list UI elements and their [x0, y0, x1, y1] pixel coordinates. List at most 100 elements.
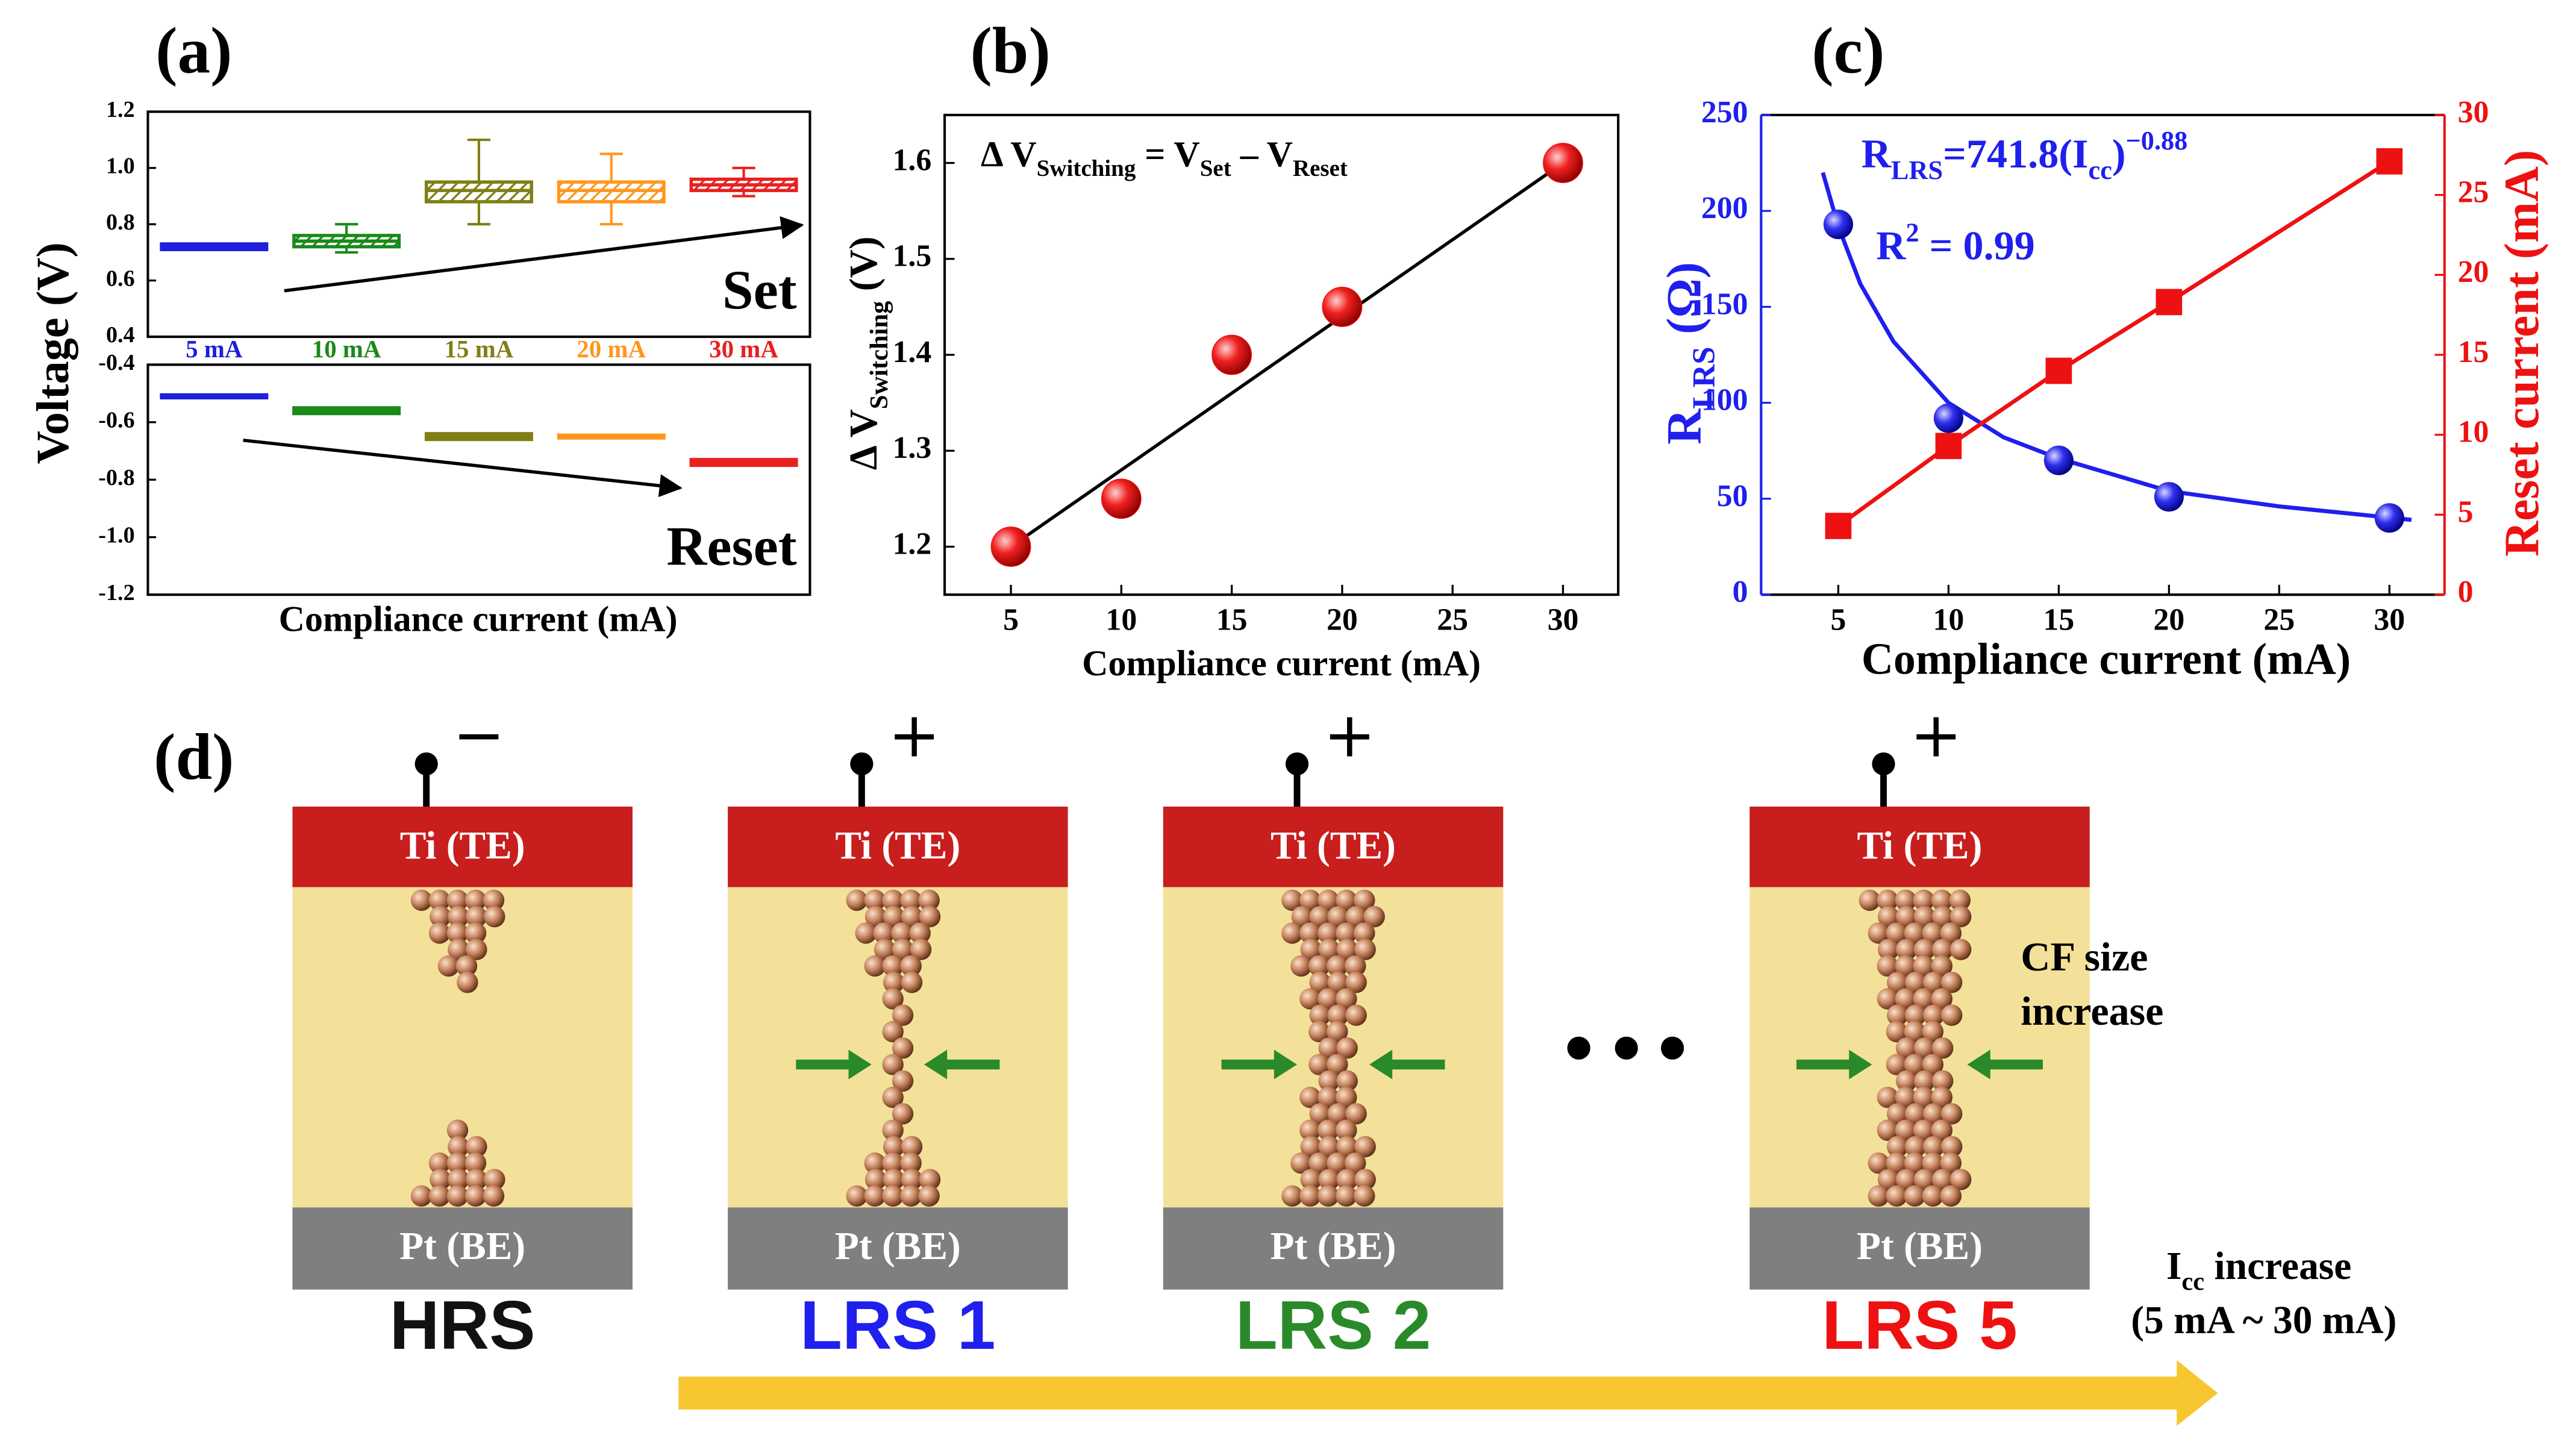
- equation: Δ VSwitching = VSet – VReset: [981, 134, 1348, 182]
- cf-particle: [1318, 1119, 1339, 1141]
- cf-particle: [1336, 1070, 1358, 1092]
- cf-particle: [1868, 922, 1890, 944]
- cf-particle: [1949, 889, 1971, 911]
- cf-particle: [1931, 955, 1953, 977]
- cf-particle: [1949, 1169, 1972, 1190]
- cf-particle: [1345, 1004, 1367, 1026]
- cf-particle: [464, 1185, 487, 1207]
- cf-particle: [900, 889, 922, 911]
- x-tick-label: 30: [1548, 602, 1579, 637]
- y-tick-label: 0: [1733, 575, 1748, 609]
- y2-tick-label: 25: [2458, 175, 2489, 209]
- category-label: 10 mA: [312, 336, 381, 363]
- bottom-electrode: [1749, 1207, 2090, 1290]
- cf-particle: [1895, 889, 1917, 911]
- cf-particle: [1931, 1086, 1953, 1108]
- cf-particle: [864, 955, 886, 977]
- cf-particle: [1336, 922, 1357, 944]
- cf-particle: [1345, 955, 1366, 977]
- cf-particle: [446, 1185, 469, 1207]
- x-axis-title: Compliance current (mA): [1082, 643, 1481, 683]
- cf-particle: [1299, 1086, 1321, 1108]
- cf-particle: [1309, 971, 1331, 993]
- cf-particle: [1940, 971, 1963, 993]
- data-point: [1322, 286, 1363, 327]
- x-tick-label: 5: [1830, 602, 1846, 637]
- fit-line: [1010, 161, 1565, 548]
- cf-note: increase: [2021, 988, 2163, 1034]
- cf-particle: [1336, 1169, 1358, 1190]
- cf-particle: [1868, 1185, 1890, 1207]
- polarity: +: [888, 699, 940, 771]
- y2-tick-label: 15: [2458, 335, 2489, 369]
- cf-particle: [1904, 1054, 1926, 1075]
- cf-particle: [900, 1152, 922, 1174]
- cf-particle: [1300, 1136, 1322, 1158]
- cf-particle: [430, 905, 451, 928]
- cf-particle: [1913, 889, 1935, 911]
- cf-particle: [874, 939, 896, 960]
- y-tick-label: 1.4: [892, 335, 931, 369]
- cf-particle: [448, 1136, 469, 1158]
- cf-particle: [919, 905, 941, 928]
- cf-particle: [919, 1169, 941, 1190]
- data-point: [2043, 445, 2074, 475]
- cf-particle: [1290, 955, 1312, 977]
- cf-particle: [1336, 1119, 1357, 1141]
- cf-particle: [1299, 1119, 1321, 1141]
- cf-particle: [1318, 1086, 1339, 1108]
- cf-particle: [1895, 939, 1918, 960]
- cf-particle: [464, 889, 487, 911]
- y2-tick-label: 10: [2458, 415, 2489, 449]
- cf-particle: [446, 1152, 469, 1174]
- text-part: – V: [1231, 134, 1293, 174]
- top-electrode: [1749, 806, 2090, 887]
- data-point: [1935, 433, 1962, 460]
- data-point: [1211, 334, 1252, 375]
- cf-particle: [1336, 889, 1357, 911]
- cf-particle: [448, 905, 469, 928]
- y-tick-label: 1.3: [892, 431, 931, 465]
- cf-particle: [882, 1119, 904, 1141]
- cf-particle: [1895, 1119, 1917, 1141]
- cf-particle: [846, 889, 868, 911]
- cf-particle: [1922, 1185, 1944, 1207]
- progress-arrow: [678, 1377, 2185, 1410]
- cf-particle: [846, 1185, 868, 1207]
- cf-particle: [1949, 939, 1972, 960]
- cf-particle: [1904, 1152, 1926, 1174]
- cf-particle: [873, 922, 895, 944]
- terminal: [414, 752, 438, 776]
- cf-particle: [901, 905, 923, 928]
- cf-particle: [1886, 1054, 1908, 1075]
- y-tick-label: 250: [1701, 95, 1748, 130]
- x-tick-label: 25: [1437, 602, 1468, 637]
- data-point: [1823, 209, 1853, 239]
- cf-particle: [1318, 889, 1339, 911]
- data-point: [1933, 403, 1963, 433]
- cf-particle: [1886, 1185, 1908, 1207]
- cf-particle: [882, 988, 904, 1010]
- cf-particle: [882, 1086, 904, 1108]
- cf-particle: [1327, 1004, 1349, 1026]
- cf-particle: [1354, 1185, 1375, 1207]
- top-electrode: [1163, 806, 1504, 887]
- data-point: [2154, 482, 2184, 512]
- cf-particle: [1931, 1119, 1953, 1141]
- squeeze-arrowhead: [924, 1049, 948, 1080]
- cf-particle: [1308, 1054, 1330, 1075]
- text-part: Switching: [865, 301, 893, 410]
- cf-particle: [1336, 988, 1357, 1010]
- cf-particle: [455, 955, 478, 977]
- data-point: [1825, 513, 1852, 539]
- state-label: LRS 2: [1236, 1287, 1431, 1364]
- text-part: Set: [1200, 155, 1231, 181]
- cf-particle: [1904, 1136, 1927, 1158]
- cf-particle: [464, 1152, 487, 1174]
- cf-particle: [1345, 905, 1367, 928]
- cf-particle: [1354, 889, 1375, 911]
- cf-particle: [1931, 939, 1954, 960]
- cf-particle: [484, 905, 505, 928]
- text-part: R: [1656, 408, 1711, 445]
- state-label: HRS: [390, 1287, 536, 1364]
